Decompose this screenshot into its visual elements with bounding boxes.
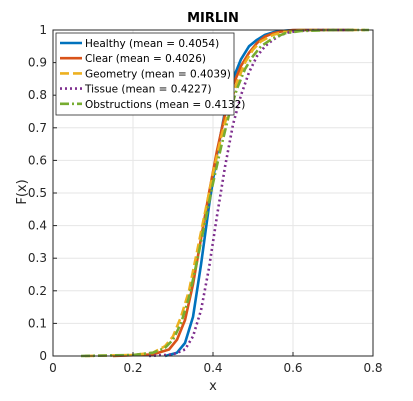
- y-tick-label: 0.7: [28, 121, 47, 135]
- x-tick-label: 0: [49, 361, 57, 375]
- y-tick-label: 0.2: [28, 284, 47, 298]
- y-axis-ticks: 0 0.1 0.2 0.3 0.4 0.5 0.6 0.7 0.8 0.9 1: [28, 23, 57, 363]
- x-tick-label: 0.2: [123, 361, 142, 375]
- chart-title: MIRLIN: [187, 11, 239, 26]
- legend-entry: Obstructions (mean = 0.4132): [85, 99, 245, 111]
- series-line: [84, 28, 365, 358]
- y-tick-label: 0: [39, 349, 47, 363]
- x-tick-label: 0.8: [363, 361, 382, 375]
- y-tick-label: 1: [39, 23, 47, 37]
- legend-entry: Geometry (mean = 0.4039): [85, 68, 231, 80]
- y-tick-label: 0.1: [28, 316, 47, 330]
- legend-entry: Clear (mean = 0.4026): [85, 53, 206, 65]
- legend-entry: Tissue (mean = 0.4227): [84, 84, 212, 96]
- y-tick-label: 0.8: [28, 88, 47, 102]
- y-tick-label: 0.6: [28, 153, 47, 167]
- y-tick-label: 0.5: [28, 186, 47, 200]
- series-line: [80, 28, 369, 358]
- legend-entry: Healthy (mean = 0.4054): [85, 38, 219, 50]
- series-line: [148, 28, 353, 358]
- legend-box: [55, 32, 235, 116]
- x-tick-label: 0.4: [203, 361, 222, 375]
- x-axis-ticks: 0 0.2 0.4 0.6 0.8: [49, 352, 383, 375]
- x-axis-label: x: [209, 379, 217, 394]
- y-axis-label: F(x): [15, 179, 30, 204]
- y-tick-label: 0.4: [28, 219, 47, 233]
- y-tick-label: 0.3: [28, 251, 47, 265]
- y-tick-label: 0.9: [28, 56, 47, 70]
- x-tick-label: 0.6: [283, 361, 302, 375]
- legend: Healthy (mean = 0.4054) Clear (mean = 0.4…: [55, 32, 245, 116]
